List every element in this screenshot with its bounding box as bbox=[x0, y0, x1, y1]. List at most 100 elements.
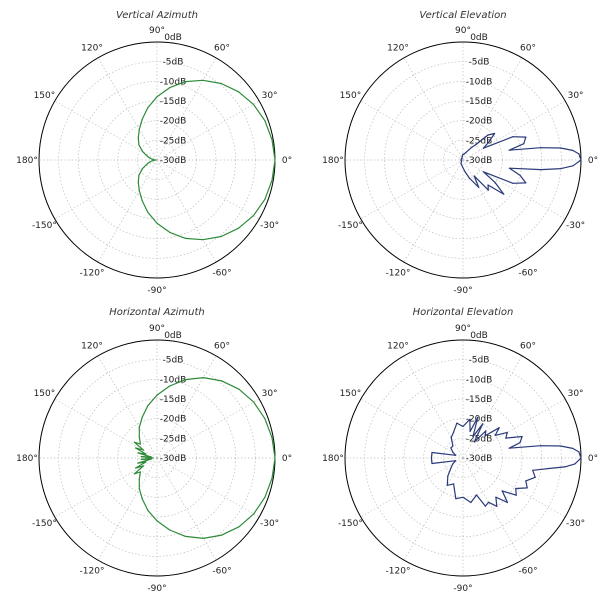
pattern-point bbox=[184, 379, 187, 381]
angle-tick-label: -60° bbox=[518, 567, 537, 577]
pattern-point bbox=[548, 467, 550, 470]
pattern-point bbox=[470, 501, 472, 504]
db-ring bbox=[423, 418, 503, 498]
angle-tick-label: 30° bbox=[262, 91, 278, 101]
pattern-point bbox=[137, 181, 139, 183]
pattern-point bbox=[271, 437, 273, 439]
plot-title: Vertical Azimuth bbox=[116, 10, 198, 21]
angle-tick-label: 180° bbox=[322, 156, 344, 166]
angle-gridline bbox=[54, 398, 158, 459]
angle-tick-label: 150° bbox=[34, 91, 56, 101]
pattern-point bbox=[498, 427, 500, 429]
angle-tick-label: -150° bbox=[338, 519, 363, 529]
pattern-point bbox=[184, 535, 187, 538]
pattern-point bbox=[526, 487, 528, 489]
pattern-point bbox=[472, 436, 474, 438]
pattern-point bbox=[572, 149, 574, 151]
db-tick-label: -15dB bbox=[160, 97, 187, 107]
pattern-point bbox=[264, 418, 266, 420]
db-tick-label: -10dB bbox=[160, 375, 187, 385]
pattern-point bbox=[156, 222, 158, 224]
angle-tick-label: -60° bbox=[212, 567, 231, 577]
db-tick-label: -30dB bbox=[466, 454, 493, 464]
pattern-point bbox=[455, 498, 457, 500]
pattern-point bbox=[452, 445, 454, 447]
pattern-point bbox=[475, 494, 478, 496]
angle-gridline bbox=[360, 398, 464, 459]
plot-title: Horizontal Elevation bbox=[413, 307, 514, 318]
db-ring bbox=[97, 100, 217, 220]
pattern-point bbox=[506, 431, 508, 433]
pattern-point bbox=[521, 435, 523, 438]
pattern-point bbox=[515, 487, 517, 490]
db-tick-label: -25dB bbox=[160, 136, 187, 146]
pattern-point bbox=[145, 453, 147, 455]
pattern-point bbox=[169, 231, 171, 233]
pattern-point bbox=[496, 505, 498, 507]
pattern-point bbox=[150, 456, 152, 458]
db-tick-label: 0dB bbox=[164, 331, 182, 341]
pattern-point bbox=[252, 215, 254, 217]
angle-gridline bbox=[462, 457, 566, 518]
pattern-point bbox=[431, 454, 433, 456]
angle-gridline bbox=[403, 159, 464, 263]
pattern-point bbox=[152, 457, 154, 459]
db-tick-label: -15dB bbox=[466, 97, 493, 107]
pattern-point bbox=[452, 463, 454, 465]
db-tick-label: -30dB bbox=[466, 156, 493, 166]
angle-gridline bbox=[54, 100, 158, 161]
pattern-point bbox=[138, 128, 140, 130]
pattern-point bbox=[133, 441, 135, 443]
pattern-point bbox=[487, 134, 489, 136]
pattern-point bbox=[238, 526, 240, 528]
angle-tick-label: 60° bbox=[520, 43, 536, 53]
angle-gridline bbox=[403, 355, 464, 459]
pattern-point bbox=[473, 441, 475, 443]
pattern-point bbox=[142, 449, 144, 451]
pattern-point bbox=[142, 167, 144, 169]
pattern-point bbox=[446, 484, 448, 486]
pattern-point bbox=[151, 160, 153, 162]
pattern-point bbox=[456, 422, 458, 424]
db-ring bbox=[442, 139, 484, 181]
angle-tick-label: -30° bbox=[260, 221, 279, 231]
db-tick-label: 0dB bbox=[164, 33, 182, 43]
pattern-point bbox=[455, 460, 457, 462]
pattern-point bbox=[147, 107, 149, 109]
pattern-point bbox=[139, 471, 141, 473]
pattern-point bbox=[184, 81, 187, 83]
pattern-point bbox=[478, 186, 480, 188]
db-ring bbox=[117, 120, 197, 200]
pattern-point bbox=[484, 505, 486, 507]
angle-gridline bbox=[462, 159, 566, 220]
pattern-point bbox=[462, 425, 464, 428]
pattern-point bbox=[578, 153, 580, 155]
pattern-point bbox=[139, 443, 141, 445]
angle-gridline bbox=[360, 100, 464, 161]
pattern-point bbox=[512, 136, 514, 138]
pattern-point bbox=[494, 434, 496, 436]
pattern-point bbox=[482, 147, 484, 149]
pattern-point bbox=[169, 385, 171, 387]
pattern-point bbox=[156, 394, 158, 396]
angle-tick-label: 150° bbox=[340, 91, 362, 101]
db-ring bbox=[58, 359, 256, 557]
pattern-point bbox=[540, 169, 542, 171]
db-tick-label: -15dB bbox=[160, 395, 187, 405]
pattern-point bbox=[221, 534, 223, 536]
angle-tick-label: 30° bbox=[568, 389, 584, 399]
pattern-point bbox=[138, 144, 140, 146]
angle-gridline bbox=[156, 57, 217, 161]
pattern-point bbox=[461, 165, 463, 167]
db-ring bbox=[403, 100, 523, 220]
angle-tick-label: 0° bbox=[282, 156, 292, 166]
pattern-point bbox=[153, 159, 155, 161]
db-ring bbox=[117, 418, 197, 498]
angle-tick-label: 60° bbox=[214, 43, 230, 53]
db-tick-label: -20dB bbox=[160, 415, 187, 425]
pattern-point bbox=[494, 132, 496, 135]
pattern-point bbox=[471, 146, 473, 148]
pattern-point bbox=[184, 237, 187, 239]
pattern-point bbox=[572, 447, 574, 449]
angle-tick-label: -150° bbox=[32, 519, 57, 529]
